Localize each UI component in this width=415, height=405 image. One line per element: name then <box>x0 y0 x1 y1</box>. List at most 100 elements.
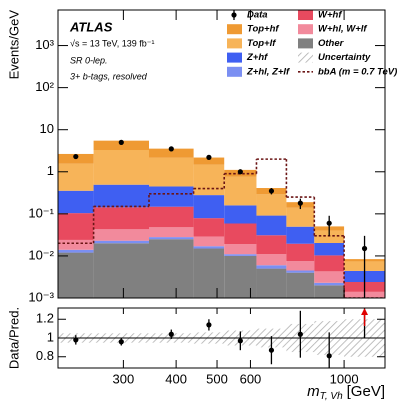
stack-bar <box>256 265 287 269</box>
stack-bar <box>344 298 385 302</box>
ratio-point <box>118 339 124 345</box>
data-point <box>326 220 332 226</box>
stack-bar <box>256 254 287 266</box>
main-plot <box>58 139 385 302</box>
legend-swatch <box>298 24 313 35</box>
ratio-axis-label: Data/Pred. <box>6 307 21 369</box>
annotation: 3+ b-tags, resolved <box>70 71 148 81</box>
x-label-symbol: m <box>307 383 320 400</box>
y-tick-label: 1 <box>47 163 54 178</box>
main-frame <box>57 9 386 299</box>
y-axis-label: Events/GeV <box>6 10 21 80</box>
x-tick-label: 600 <box>240 371 262 386</box>
legend-swatch <box>298 10 313 20</box>
x-tick-label: 500 <box>206 371 228 386</box>
stack-bar <box>58 239 94 250</box>
stack-bar <box>58 213 94 240</box>
stack-bar <box>314 255 345 272</box>
ratio-tick-label: 0.8 <box>36 348 54 363</box>
data-point <box>206 154 212 160</box>
stack-bar <box>149 237 194 240</box>
stack-bar <box>286 226 315 244</box>
stack-bar <box>193 246 225 249</box>
data-point <box>237 169 243 175</box>
x-axis-label: mT, Vh [GeV] <box>307 383 385 402</box>
stack-bar <box>256 194 287 216</box>
stack-bar <box>149 206 194 228</box>
stack-bar <box>193 164 225 196</box>
ratio-point <box>237 338 243 344</box>
ratio-point <box>168 331 174 337</box>
ratio-tick-label: 1.2 <box>36 311 54 326</box>
stack-bar <box>149 157 194 187</box>
stack-bar <box>256 268 287 298</box>
stack-bar <box>224 205 257 224</box>
stack-bar <box>286 272 315 298</box>
stack-bar <box>256 235 287 255</box>
legend-swatch <box>298 38 313 49</box>
stack-bar <box>93 240 150 244</box>
stack-bar <box>224 255 257 298</box>
stack-bar <box>193 218 225 237</box>
data-point <box>73 153 79 160</box>
stack-bar <box>58 190 94 214</box>
stack-bar <box>314 230 345 243</box>
stack-bar <box>149 148 194 158</box>
data-point <box>297 200 303 206</box>
stack-bar <box>93 207 150 230</box>
stack-bar <box>314 285 345 298</box>
stack-bar <box>286 243 315 262</box>
x-label-unit: [GeV] <box>347 383 385 400</box>
stack-bar <box>286 270 315 273</box>
annotation: SR 0-lep. <box>70 55 108 65</box>
legend-label: Top+lf <box>247 38 276 49</box>
y-tick-label: 10⁻¹ <box>28 205 54 220</box>
y-tick-label: 10 <box>40 121 54 136</box>
stack-bar <box>193 248 225 298</box>
legend-label: Other <box>318 38 345 49</box>
stack-bar <box>93 184 150 208</box>
x-tick-label: 1000 <box>330 371 359 386</box>
stack-bar <box>149 239 194 298</box>
ratio-point <box>326 353 332 359</box>
stack-bar <box>58 249 94 253</box>
annotation: √s = 13 TeV, 139 fb⁻¹ <box>70 38 155 48</box>
legend-label: Uncertainty <box>318 52 371 63</box>
legend-label: Top+hf <box>247 24 279 35</box>
ratio-point <box>73 337 79 343</box>
stack-bar <box>93 150 150 185</box>
ratio-point <box>297 331 303 337</box>
stack-bar <box>314 242 345 256</box>
stack-bar <box>286 207 315 227</box>
stack-bar <box>58 252 94 298</box>
data-point <box>268 188 275 194</box>
ratio-frame <box>57 307 386 369</box>
legend-label: W+hf <box>318 10 342 21</box>
stack-bar <box>224 244 257 255</box>
stack-bar <box>224 176 257 206</box>
stack-bar <box>224 223 257 245</box>
legend-swatch <box>227 24 242 35</box>
stack-bar <box>193 157 225 165</box>
y-tick-label: 10² <box>35 79 54 94</box>
stack-bar <box>286 261 315 271</box>
legend-swatch <box>227 38 242 49</box>
stack-bar <box>193 236 225 247</box>
stack-bar <box>314 282 345 286</box>
ratio-overflow-arrow <box>361 308 369 315</box>
y-tick-label: 10⁻³ <box>28 289 54 304</box>
ratio-point <box>268 347 275 353</box>
legend-swatch <box>227 52 242 63</box>
y-tick-label: 10⁻² <box>28 247 54 262</box>
stack-bar <box>314 271 345 283</box>
legend-label: Data <box>247 10 268 21</box>
stack-bar <box>93 229 150 241</box>
data-point <box>361 245 368 252</box>
ratio-point <box>206 322 212 328</box>
stack-bar <box>149 186 194 207</box>
data-point <box>118 139 124 145</box>
overlay: 10⁻³ 10⁻² 10⁻¹ 1 10 10² 10³ 0.8 1 1.2 300 400 500 600… <box>28 10 397 387</box>
stack-bar <box>58 163 94 191</box>
